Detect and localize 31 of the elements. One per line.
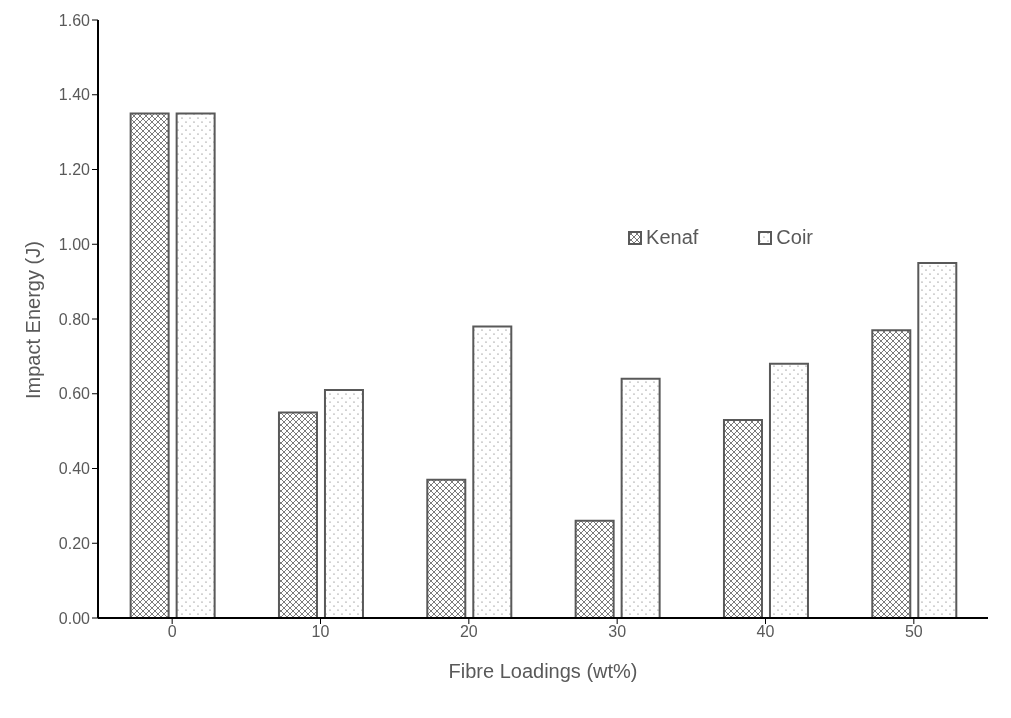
y-tick-label: 1.20	[58, 161, 91, 179]
bar	[277, 411, 318, 618]
y-tick-label: 0.00	[58, 609, 91, 627]
y-tick-label: 1.00	[58, 235, 91, 253]
y-tick-label: 0.20	[58, 534, 91, 552]
bar	[620, 377, 661, 618]
x-tick-label: 50	[904, 623, 923, 641]
y-tick-label: 0.40	[58, 460, 91, 478]
y-tick-label: 1.40	[58, 86, 91, 104]
y-tick-label: 1.60	[58, 11, 91, 29]
bar	[426, 478, 467, 618]
bar	[722, 418, 763, 618]
bar	[768, 362, 809, 618]
bar	[917, 261, 958, 618]
bar	[323, 389, 364, 618]
x-tick-label: 0	[167, 623, 177, 641]
y-tick-label: 0.80	[58, 310, 91, 328]
legend-label: Coir	[775, 226, 813, 249]
x-axis-title: Fibre Loadings (wt%)	[448, 660, 638, 682]
bar	[129, 112, 170, 618]
legend-label: Kenaf	[645, 226, 699, 249]
bar	[472, 325, 513, 618]
bar	[574, 519, 615, 618]
bar	[175, 112, 216, 618]
y-tick-label: 0.60	[58, 385, 91, 403]
x-tick-label: 40	[756, 623, 775, 641]
x-tick-label: 30	[608, 623, 627, 641]
bar	[871, 329, 912, 618]
y-axis-title: Impact Energy (J)	[22, 241, 45, 399]
x-tick-label: 20	[459, 623, 478, 641]
x-tick-label: 10	[311, 623, 330, 641]
